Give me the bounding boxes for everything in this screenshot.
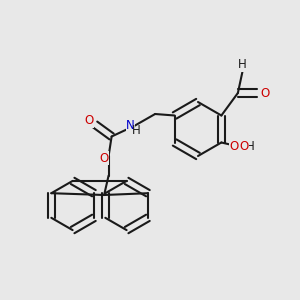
Text: O: O xyxy=(100,152,109,165)
Text: H: H xyxy=(240,140,249,154)
Text: O: O xyxy=(260,86,269,100)
Text: H: H xyxy=(245,140,254,153)
Text: O: O xyxy=(239,140,249,153)
Text: H: H xyxy=(238,58,247,71)
Text: O: O xyxy=(230,140,239,153)
Text: O: O xyxy=(84,114,93,128)
Text: H: H xyxy=(132,124,141,137)
Text: N: N xyxy=(126,119,135,132)
